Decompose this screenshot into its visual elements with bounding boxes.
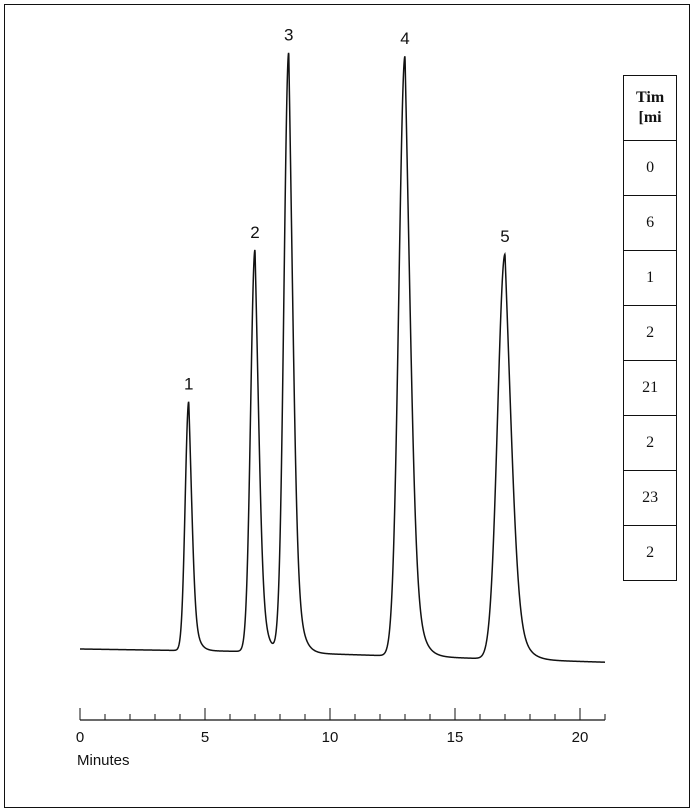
table-row: 2 — [622, 415, 678, 471]
table-cell: 23 — [622, 470, 678, 526]
peak-label: 2 — [250, 223, 259, 242]
table-cell: 2 — [622, 305, 678, 361]
table-header-line1: Tim — [636, 89, 665, 106]
table-row: 0 — [622, 140, 678, 196]
peak-label: 4 — [400, 29, 409, 48]
table-row: 21 — [622, 360, 678, 416]
peak-label: 1 — [184, 375, 193, 394]
table-cell: 2 — [622, 525, 678, 581]
table-row: 1 — [622, 250, 678, 306]
chromatogram-trace — [80, 52, 606, 663]
chromatogram-chart: 1 2 3 4 5 0 5 10 15 20 Minutes — [76, 25, 606, 769]
x-tick-label: 0 — [76, 729, 84, 746]
peak-labels: 1 2 3 4 5 — [184, 25, 510, 393]
x-tick-label: 15 — [447, 729, 464, 746]
table-row: 2 — [622, 305, 678, 361]
table-cell: 0 — [622, 140, 678, 196]
x-axis-title: Minutes — [77, 752, 130, 769]
table-cell: 2 — [622, 415, 678, 471]
table-cell: 21 — [622, 360, 678, 416]
table-cell: 1 — [622, 250, 678, 306]
x-tick-label: 10 — [322, 729, 339, 746]
table-row: 2 — [622, 525, 678, 581]
table-header-row: Tim [mi — [622, 75, 678, 141]
peak-label: 3 — [284, 25, 293, 44]
table-row: 6 — [622, 195, 678, 251]
x-axis-ticks: 0 5 10 15 20 — [76, 708, 606, 746]
peak-label: 5 — [500, 227, 509, 246]
table-row: 23 — [622, 470, 678, 526]
table-body: 0 6 1 2 21 2 23 2 — [622, 140, 678, 581]
x-tick-label: 20 — [572, 729, 589, 746]
table-header-time: Tim [mi — [622, 75, 678, 141]
table-cell: 6 — [622, 195, 678, 251]
gradient-table: Tim [mi 0 6 1 2 21 2 23 2 — [622, 75, 678, 581]
x-tick-label: 5 — [201, 729, 209, 746]
table-header-line2: [mi — [638, 109, 662, 126]
